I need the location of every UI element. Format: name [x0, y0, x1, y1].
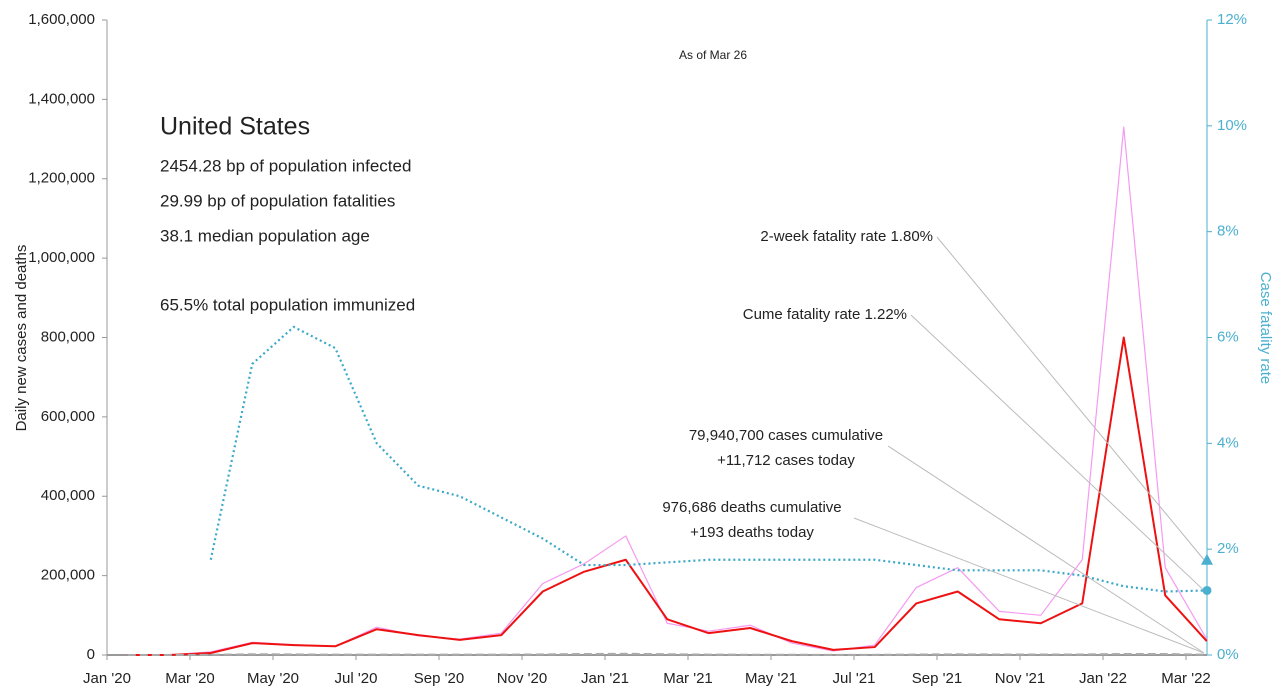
y-tick-label: 800,000	[41, 328, 95, 345]
x-tick-label: Mar '20	[165, 670, 215, 687]
y-tick-label: 1,400,000	[28, 90, 95, 107]
x-tick-label: Mar '21	[663, 670, 713, 687]
y2-axis-label: Case fatality rate	[1257, 272, 1274, 385]
x-tick-label: Jan '22	[1079, 670, 1127, 687]
y-tick-label: 1,600,000	[28, 11, 95, 28]
x-tick-label: Jul '20	[335, 670, 378, 687]
y-axis-label: Daily new cases and deaths	[13, 245, 30, 432]
x-tick-label: May '21	[745, 670, 797, 687]
x-tick-label: Nov '20	[497, 670, 547, 687]
info: 65.5% total population immunized	[160, 295, 415, 314]
annotation: 2-week fatality rate 1.80%	[760, 228, 933, 245]
y-tick-label: 0	[87, 646, 95, 663]
leader-line	[853, 517, 1205, 654]
leader-line	[910, 314, 1205, 591]
x-tick-label: Sep '20	[414, 670, 464, 687]
y2-tick-label: 4%	[1217, 434, 1239, 451]
annotation: 976,686 deaths cumulative	[662, 499, 841, 516]
series-line	[209, 325, 1207, 593]
annotation: +193 deaths today	[690, 524, 814, 541]
info: 38.1 median population age	[160, 226, 370, 245]
y2-tick-label: 6%	[1217, 328, 1239, 345]
x-tick-label: Sep '21	[912, 670, 962, 687]
annotation: Cume fatality rate 1.22%	[743, 306, 907, 323]
y2-tick-label: 12%	[1217, 11, 1247, 28]
x-tick-label: May '20	[247, 670, 299, 687]
y2-tick-label: 2%	[1217, 540, 1239, 557]
marker	[1202, 585, 1212, 595]
x-tick-label: Mar '22	[1161, 670, 1211, 687]
annotation: +11,712 cases today	[717, 452, 855, 469]
y2-tick-label: 0%	[1217, 646, 1239, 663]
info: 2454.28 bp of population infected	[160, 156, 411, 175]
y-tick-label: 600,000	[41, 408, 95, 425]
y-tick-label: 400,000	[41, 487, 95, 504]
subtitle: As of Mar 26	[679, 48, 747, 62]
y-tick-label: 1,200,000	[28, 170, 95, 187]
y-tick-label: 200,000	[41, 567, 95, 584]
x-tick-label: Jul '21	[833, 670, 876, 687]
x-tick-label: Jan '20	[83, 670, 131, 687]
x-tick-label: Nov '21	[995, 670, 1045, 687]
chart-title: United States	[160, 113, 310, 141]
y2-tick-label: 8%	[1217, 223, 1239, 240]
series-line	[127, 336, 1208, 656]
info: 29.99 bp of population fatalities	[160, 191, 395, 210]
leader-line	[887, 445, 1205, 654]
x-tick-label: Jan '21	[581, 670, 629, 687]
leader-line	[936, 236, 1205, 561]
marker	[1201, 553, 1213, 565]
y-tick-label: 1,000,000	[28, 249, 95, 266]
y2-tick-label: 10%	[1217, 117, 1247, 134]
annotation: 79,940,700 cases cumulative	[689, 427, 883, 444]
